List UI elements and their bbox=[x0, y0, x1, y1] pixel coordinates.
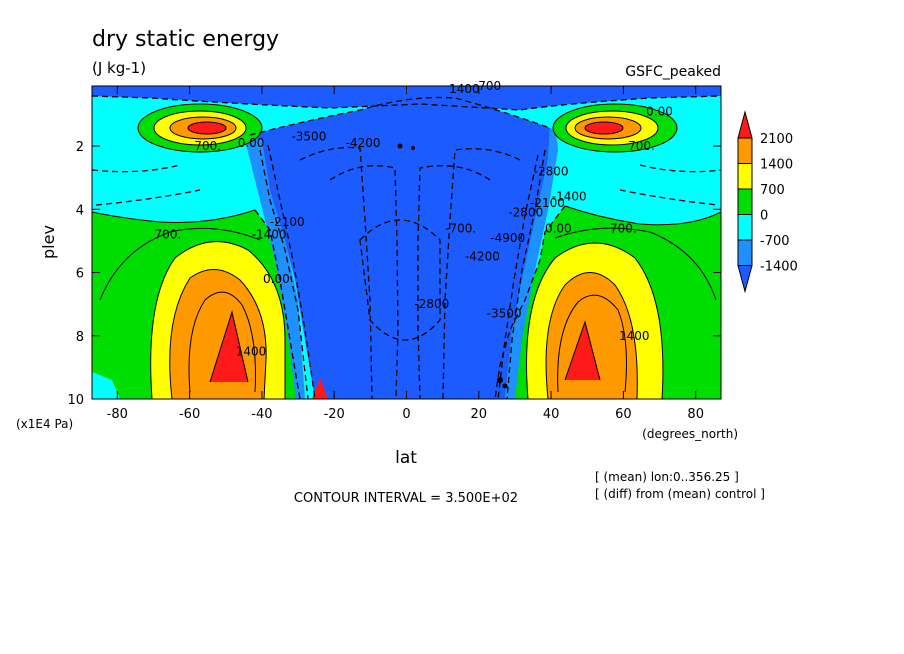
region-below-neg1400-top bbox=[92, 86, 721, 110]
negative-contours bbox=[92, 95, 721, 399]
x-tick-label: -80 bbox=[107, 407, 128, 422]
x-tick-label: -60 bbox=[179, 407, 200, 422]
colorbar-label: 700 bbox=[760, 183, 785, 198]
contour-label: -2800 bbox=[414, 297, 449, 311]
contour-marker bbox=[411, 146, 415, 150]
contour-label: -1400 bbox=[552, 190, 587, 204]
x-tick-label: 40 bbox=[543, 407, 560, 422]
y-axis: 2 4 6 8 10 bbox=[67, 140, 721, 408]
contour-label: -2800 bbox=[534, 164, 569, 178]
x-tick-label: -40 bbox=[251, 407, 272, 422]
chart-subtitle: (J kg-1) bbox=[92, 59, 146, 77]
contour-label: 700. bbox=[628, 139, 655, 153]
contour-interval: CONTOUR INTERVAL = 3.500E+02 bbox=[294, 491, 518, 506]
region-neg1400-neg700 bbox=[245, 137, 305, 399]
colorbar-band bbox=[737, 137, 753, 164]
positive-contours bbox=[92, 103, 721, 399]
contour-label: -2100 bbox=[270, 215, 305, 229]
colorbar-label: -1400 bbox=[760, 260, 798, 275]
contour-marker bbox=[502, 383, 508, 389]
y-tick-label: 2 bbox=[76, 140, 84, 155]
contour-label: 1400 bbox=[236, 345, 267, 359]
x-tick-label: -20 bbox=[324, 407, 345, 422]
contour-label: 1400 bbox=[619, 329, 650, 343]
contour-label: -4200 bbox=[346, 136, 381, 150]
y-tick-label: 6 bbox=[76, 267, 84, 282]
region-neg700-0-lower-left bbox=[92, 372, 120, 399]
y-tick-label: 10 bbox=[67, 393, 84, 408]
contour-label: -3500 bbox=[487, 307, 522, 321]
lobe-lower-left-red bbox=[210, 312, 248, 382]
x-tick-label: 20 bbox=[471, 407, 488, 422]
colorbar-label: -700 bbox=[760, 234, 790, 249]
y-axis-units: (x1E4 Pa) bbox=[16, 417, 73, 431]
colorbar: 2100 1400 700 0 -700 -1400 bbox=[737, 110, 798, 294]
colorbar-top-triangle bbox=[737, 110, 753, 139]
contour-label: 0.00 bbox=[238, 136, 265, 150]
colorbar-label: 2100 bbox=[760, 132, 793, 147]
contour-label: -4200 bbox=[465, 250, 500, 264]
lobe-upper-right-red bbox=[585, 122, 623, 134]
colorbar-bottom-triangle bbox=[737, 265, 753, 294]
region-below-neg1400 bbox=[250, 97, 550, 399]
colorbar-band bbox=[737, 239, 753, 266]
contour-label: -2800 bbox=[508, 205, 543, 219]
colorbar-band bbox=[737, 214, 753, 241]
contour-label: -700. bbox=[445, 221, 476, 235]
region-neg1400-neg700-right bbox=[505, 128, 558, 399]
colorbar-label: 1400 bbox=[760, 158, 793, 173]
colorbar-label: 0 bbox=[760, 209, 768, 224]
x-tick-label: 80 bbox=[687, 407, 704, 422]
contour-label: 0.00 bbox=[646, 104, 673, 118]
red-bottom-marker bbox=[312, 378, 328, 399]
note-mean-lon: [ (mean) lon:0..356.25 ] bbox=[595, 470, 739, 484]
contour-marker bbox=[497, 377, 503, 383]
y-tick-label: 4 bbox=[76, 203, 84, 218]
colorbar-band bbox=[737, 163, 753, 190]
lobe-lower-right-red bbox=[565, 322, 600, 380]
contour-label: -3500 bbox=[291, 130, 326, 144]
contour-label: -4900 bbox=[490, 231, 525, 245]
y-tick-label: 8 bbox=[76, 330, 84, 345]
x-axis-units: (degrees_north) bbox=[642, 427, 738, 441]
x-tick-label: 0 bbox=[402, 407, 410, 422]
contour-label: 1400 bbox=[449, 82, 480, 96]
note-diff-control: [ (diff) from (mean) control ] bbox=[595, 487, 765, 501]
x-axis-label: lat bbox=[395, 448, 417, 468]
x-tick-label: 60 bbox=[615, 407, 632, 422]
contour-label: 700. bbox=[155, 228, 182, 242]
experiment-label: GSFC_peaked bbox=[625, 64, 721, 80]
x-axis: -80 -60 -40 -20 0 20 40 60 80 bbox=[107, 86, 704, 422]
contour-label: 0.00 bbox=[263, 272, 290, 286]
filled-field bbox=[92, 86, 721, 399]
contour-label: 700. bbox=[194, 139, 221, 153]
contour-label: -1400 bbox=[252, 228, 287, 242]
contour-label: 700. bbox=[610, 221, 637, 235]
lobe-upper-left-red bbox=[188, 122, 226, 134]
contour-label: -2100 bbox=[530, 196, 565, 210]
chart-title: dry static energy bbox=[92, 27, 279, 52]
y-axis-label: plev bbox=[39, 225, 58, 259]
colorbar-band bbox=[737, 188, 753, 215]
contour-marker bbox=[397, 143, 403, 149]
contour-label: 0.00 bbox=[545, 221, 572, 235]
